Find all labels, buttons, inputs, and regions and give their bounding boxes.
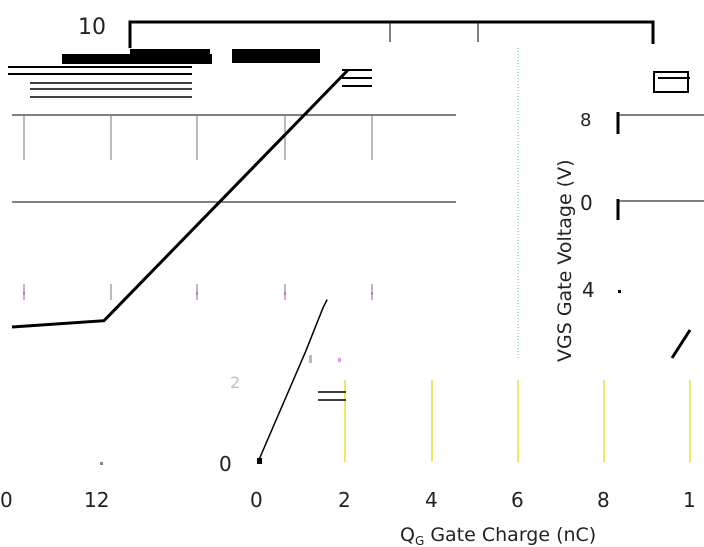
legend-bar bbox=[62, 54, 212, 64]
legend-bar bbox=[232, 49, 320, 63]
corner-mark bbox=[653, 71, 689, 93]
origin-marker bbox=[257, 458, 262, 464]
mid-fragment-dot bbox=[309, 355, 312, 363]
right-chart: VGS Gate Voltage (V) 8 0 4 0 2 bbox=[219, 44, 704, 547]
grid-stipple bbox=[23, 292, 25, 295]
right-series-curve bbox=[257, 299, 328, 463]
right-x-tick-label: 0 bbox=[250, 488, 263, 512]
right-x-tick-label: 6 bbox=[511, 488, 524, 512]
left-chart: 10 bbox=[0, 15, 655, 512]
mid-fragment-label: 2 bbox=[230, 373, 240, 392]
left-y-tick-label: 10 bbox=[78, 15, 106, 40]
y-axis-title: VGS Gate Voltage (V) bbox=[554, 160, 576, 363]
left-x-tick-label: 12 bbox=[84, 488, 109, 512]
right-tick-mark bbox=[618, 290, 621, 293]
tick-dot bbox=[100, 462, 103, 465]
x-axis-title: QG Gate Charge (nC) bbox=[400, 524, 596, 547]
x-axis-title-rest: Gate Charge (nC) bbox=[424, 524, 596, 546]
right-y-tick-label: 4 bbox=[582, 278, 595, 302]
x-axis-title-sub: G bbox=[415, 534, 424, 547]
mid-fragment-dot bbox=[338, 358, 341, 362]
left-plot-frame-top bbox=[128, 20, 655, 48]
left-x-tick-label: 0 bbox=[0, 488, 13, 512]
grid-stipple bbox=[284, 292, 286, 295]
right-origin-y-label: 0 bbox=[219, 452, 232, 476]
right-x-tick-label: 2 bbox=[338, 488, 351, 512]
legend-bar bbox=[130, 49, 210, 57]
right-panel bbox=[516, 44, 704, 360]
left-series-curve bbox=[11, 68, 350, 329]
grid-stipple bbox=[196, 292, 198, 295]
right-x-tick-label-clipped: 1 bbox=[683, 488, 696, 512]
right-x-tick-label: 8 bbox=[597, 488, 610, 512]
right-y-tick-label: 8 bbox=[580, 110, 591, 131]
grid-stipple bbox=[371, 292, 373, 295]
right-series-curve-tail bbox=[670, 329, 692, 359]
x-axis-title-q: Q bbox=[400, 524, 415, 546]
right-y-tick-label: 0 bbox=[580, 191, 593, 215]
right-x-tick-label: 4 bbox=[425, 488, 438, 512]
